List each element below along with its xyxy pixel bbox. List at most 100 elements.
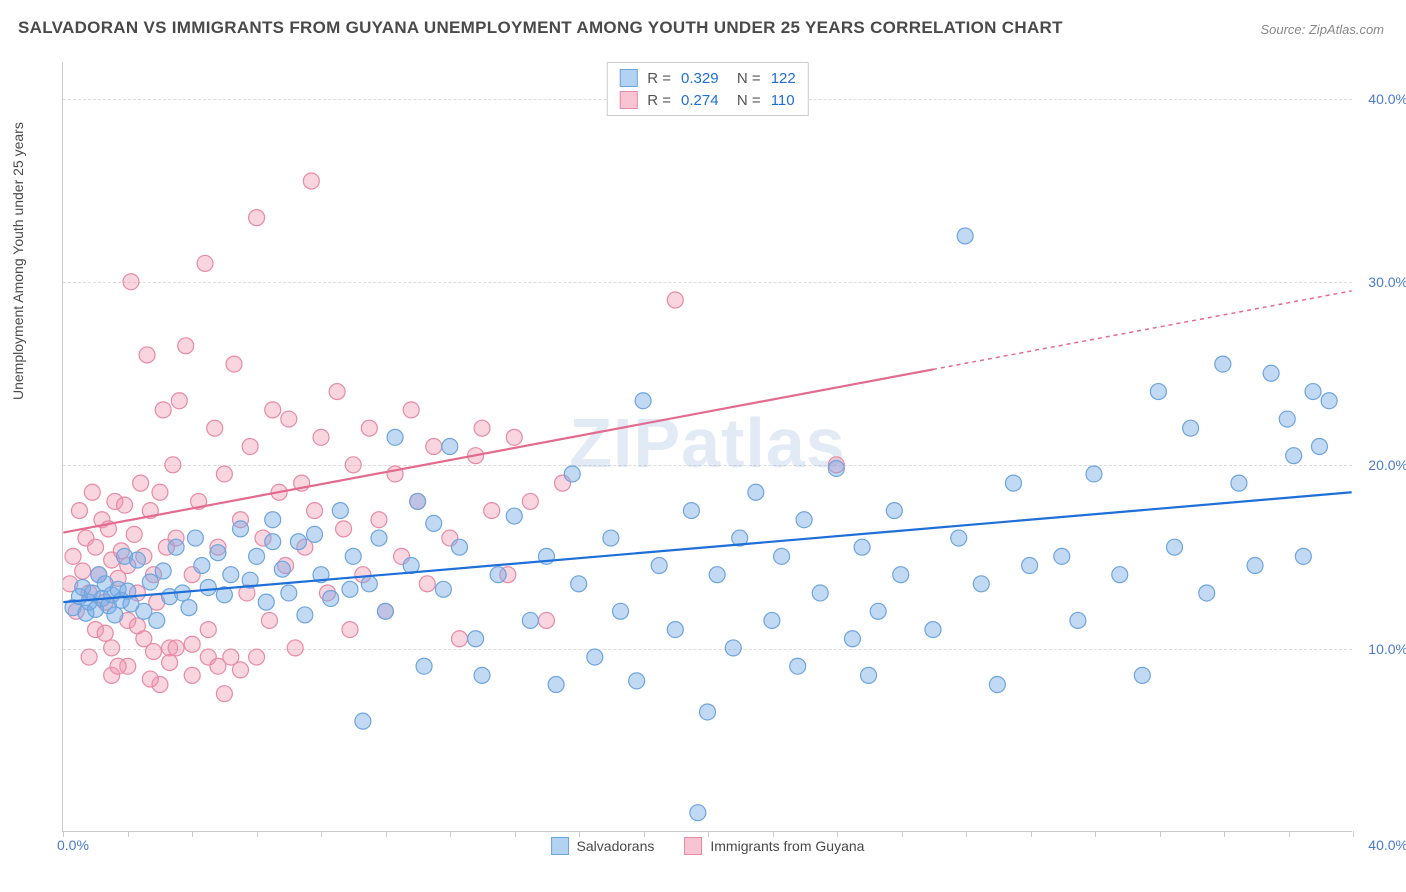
scatter-point <box>313 429 329 445</box>
y-tick-label: 30.0% <box>1368 274 1406 290</box>
scatter-point <box>538 612 554 628</box>
plot-area: ZIPatlas R = 0.329 N = 122 R = 0.274 N =… <box>62 62 1352 832</box>
r-value-2: 0.274 <box>681 92 719 109</box>
swatch-series-1 <box>619 69 637 87</box>
n-value-1: 122 <box>771 70 796 87</box>
scatter-point <box>651 558 667 574</box>
scatter-point <box>371 512 387 528</box>
scatter-point <box>1150 384 1166 400</box>
x-end-label: 40.0% <box>1368 837 1406 853</box>
scatter-point <box>345 548 361 564</box>
scatter-point <box>200 579 216 595</box>
x-tick <box>1289 831 1290 837</box>
x-tick <box>1095 831 1096 837</box>
scatter-point <box>854 539 870 555</box>
scatter-point <box>355 713 371 729</box>
scatter-point <box>371 530 387 546</box>
plot-svg <box>63 62 1352 831</box>
scatter-point <box>989 677 1005 693</box>
scatter-point <box>329 384 345 400</box>
scatter-point <box>168 539 184 555</box>
scatter-point <box>146 644 162 660</box>
scatter-point <box>416 658 432 674</box>
scatter-point <box>261 612 277 628</box>
y-tick-label: 20.0% <box>1368 457 1406 473</box>
scatter-point <box>249 210 265 226</box>
scatter-point <box>361 420 377 436</box>
n-value-2: 110 <box>771 92 795 109</box>
scatter-point <box>1022 558 1038 574</box>
scatter-point <box>336 521 352 537</box>
x-tick <box>644 831 645 837</box>
scatter-point <box>210 658 226 674</box>
scatter-point <box>564 466 580 482</box>
x-tick <box>1031 831 1032 837</box>
y-tick-label: 10.0% <box>1368 641 1406 657</box>
scatter-point <box>377 603 393 619</box>
scatter-point <box>71 503 87 519</box>
scatter-point <box>613 603 629 619</box>
scatter-point <box>925 622 941 638</box>
x-tick <box>257 831 258 837</box>
x-tick <box>450 831 451 837</box>
scatter-point <box>249 649 265 665</box>
scatter-point <box>232 521 248 537</box>
scatter-point <box>162 655 178 671</box>
scatter-point <box>828 460 844 476</box>
scatter-point <box>1286 448 1302 464</box>
scatter-point <box>187 530 203 546</box>
scatter-point <box>281 585 297 601</box>
n-label: N = <box>729 70 761 87</box>
scatter-point <box>265 512 281 528</box>
x-tick <box>1224 831 1225 837</box>
scatter-point <box>1305 384 1321 400</box>
scatter-point <box>635 393 651 409</box>
x-start-label: 0.0% <box>57 837 89 853</box>
bottom-legend: Salvadorans Immigrants from Guyana <box>551 837 865 855</box>
scatter-point <box>426 439 442 455</box>
x-tick <box>966 831 967 837</box>
scatter-point <box>165 457 181 473</box>
scatter-point <box>171 393 187 409</box>
x-tick <box>321 831 322 837</box>
scatter-point <box>442 439 458 455</box>
scatter-point <box>844 631 860 647</box>
scatter-point <box>123 274 139 290</box>
chart-title: SALVADORAN VS IMMIGRANTS FROM GUYANA UNE… <box>18 18 1063 38</box>
scatter-point <box>133 475 149 491</box>
scatter-point <box>426 515 442 531</box>
scatter-point <box>1112 567 1128 583</box>
scatter-point <box>155 563 171 579</box>
scatter-point <box>258 594 274 610</box>
scatter-point <box>1263 365 1279 381</box>
scatter-point <box>1005 475 1021 491</box>
scatter-point <box>184 667 200 683</box>
scatter-point <box>210 545 226 561</box>
scatter-point <box>387 429 403 445</box>
stats-legend-box: R = 0.329 N = 122 R = 0.274 N = 110 <box>606 62 808 116</box>
scatter-point <box>155 402 171 418</box>
scatter-point <box>474 667 490 683</box>
scatter-point <box>748 484 764 500</box>
scatter-point <box>870 603 886 619</box>
x-tick <box>192 831 193 837</box>
x-tick <box>1353 831 1354 837</box>
scatter-point <box>522 612 538 628</box>
scatter-point <box>700 704 716 720</box>
scatter-point <box>1054 548 1070 564</box>
scatter-point <box>506 508 522 524</box>
scatter-point <box>297 607 313 623</box>
scatter-point <box>97 625 113 641</box>
trend-line <box>63 492 1351 602</box>
scatter-point <box>603 530 619 546</box>
scatter-point <box>973 576 989 592</box>
legend-item-1: Salvadorans <box>551 837 655 855</box>
scatter-point <box>468 631 484 647</box>
scatter-point <box>1311 439 1327 455</box>
scatter-point <box>178 338 194 354</box>
scatter-point <box>88 539 104 555</box>
scatter-point <box>342 622 358 638</box>
scatter-point <box>452 631 468 647</box>
n-label: N = <box>729 92 761 109</box>
scatter-point <box>342 581 358 597</box>
